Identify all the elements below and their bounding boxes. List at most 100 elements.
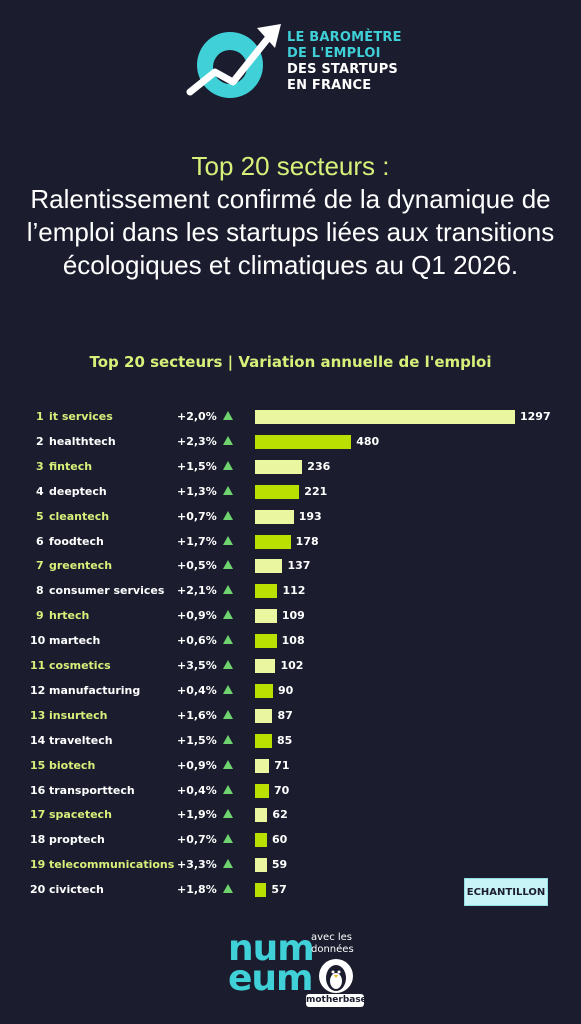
category-label: healthtech xyxy=(49,434,116,448)
rank-label: 11 xyxy=(30,659,46,672)
value-label: 236 xyxy=(307,459,331,473)
variation-label: +1,3% xyxy=(177,484,217,498)
category-label: greentech xyxy=(49,559,113,573)
bar xyxy=(255,410,515,424)
value-label: 109 xyxy=(281,609,305,623)
variation-label: +1,5% xyxy=(177,459,217,473)
up-arrow-icon xyxy=(223,859,233,869)
rank-label: 20 xyxy=(30,883,46,897)
up-arrow-icon xyxy=(223,435,233,445)
numeum-logo: num eum xyxy=(228,931,315,997)
value-label: 62 xyxy=(272,808,288,822)
rank-label: 12 xyxy=(30,683,46,697)
logo-line-3: DES STARTUPS xyxy=(287,62,398,77)
value-label: 90 xyxy=(278,683,294,697)
bar xyxy=(255,434,352,449)
value-label: 102 xyxy=(280,659,304,672)
up-arrow-icon xyxy=(223,734,233,744)
category-label: spacetech xyxy=(49,808,112,822)
bar xyxy=(255,858,267,873)
rank-label: 7 xyxy=(36,559,44,573)
bar xyxy=(255,883,267,898)
up-arrow-icon xyxy=(223,635,233,645)
headline-subtitle-text: Ralentissement confirmé de la dynamique … xyxy=(26,184,555,280)
variation-label: +2,0% xyxy=(177,410,217,423)
bar xyxy=(255,509,294,524)
value-label: 108 xyxy=(281,634,305,648)
category-label: transporttech xyxy=(49,783,135,797)
echantillon-badge: ECHANTILLON xyxy=(464,878,548,906)
bar xyxy=(255,683,274,698)
rank-label: 18 xyxy=(30,833,46,847)
variation-label: +0,9% xyxy=(177,758,217,772)
rank-label: 8 xyxy=(36,584,44,598)
bar xyxy=(255,559,283,574)
up-arrow-icon xyxy=(223,784,233,794)
bar xyxy=(255,783,270,798)
bar xyxy=(255,808,268,823)
rank-label: 13 xyxy=(30,708,46,722)
variation-label: +2,3% xyxy=(177,434,217,448)
chart-row: 20 civictech +1,8% 57 xyxy=(0,880,581,900)
rank-label: 14 xyxy=(30,733,46,747)
variation-label: +1,9% xyxy=(177,808,217,822)
category-label: fintech xyxy=(49,459,93,473)
variation-label: +3,5% xyxy=(177,659,217,672)
value-label: 85 xyxy=(277,733,293,747)
variation-label: +0,7% xyxy=(177,509,217,523)
up-arrow-icon xyxy=(223,460,233,470)
chart-row: 11 cosmetics +3,5% 102 xyxy=(0,656,581,676)
chart-row: 16 transporttech +0,4% 70 xyxy=(0,781,581,801)
up-arrow-icon xyxy=(223,809,233,819)
category-label: it services xyxy=(49,410,113,423)
category-label: martech xyxy=(49,634,101,648)
chart-row: 1 it services +2,0% 1297 xyxy=(0,407,581,427)
chart-row: 13 insurtech +1,6% 87 xyxy=(0,706,581,726)
up-arrow-icon xyxy=(223,834,233,844)
headline: Top 20 secteurs : Ralentissement confirm… xyxy=(0,150,581,282)
chart-row: 8 consumer services +2,1% 112 xyxy=(0,581,581,601)
variation-label: +1,5% xyxy=(177,733,217,747)
value-label: 87 xyxy=(277,708,293,722)
value-label: 57 xyxy=(271,883,287,897)
category-label: biotech xyxy=(49,758,96,772)
bar xyxy=(255,584,278,599)
up-arrow-icon xyxy=(223,684,233,694)
chart-row: 12 manufacturing +0,4% 90 xyxy=(0,681,581,701)
barometre-logo xyxy=(186,24,281,98)
motherbase-logo: motherbase xyxy=(306,994,367,1007)
chart-row: 5 cleantech +0,7% 193 xyxy=(0,507,581,527)
chart-row: 4 deeptech +1,3% 221 xyxy=(0,482,581,502)
chart-row: 10 martech +0,6% 108 xyxy=(0,631,581,651)
value-label: 71 xyxy=(274,758,290,772)
headline-title: Top 20 secteurs : xyxy=(191,151,390,181)
bar xyxy=(255,833,268,848)
category-label: insurtech xyxy=(49,708,108,722)
chart-row: 15 biotech +0,9% 71 xyxy=(0,756,581,776)
bar xyxy=(255,708,273,723)
bar xyxy=(255,609,277,624)
chart-row: 17 spacetech +1,9% 62 xyxy=(0,805,581,825)
variation-label: +0,9% xyxy=(177,609,217,623)
headline-subtitle: Ralentissement confirmé de la dynamique … xyxy=(0,183,581,282)
value-label: 59 xyxy=(271,858,288,872)
avec-les-donnees-label: avec les données xyxy=(311,932,354,955)
category-label: cleantech xyxy=(49,509,110,523)
rank-label: 4 xyxy=(36,484,44,498)
variation-label: +1,7% xyxy=(177,534,217,548)
up-arrow-icon xyxy=(223,535,233,545)
up-arrow-icon xyxy=(223,485,233,495)
variation-label: +0,6% xyxy=(177,634,217,648)
chart-row: 3 fintech +1,5% 236 xyxy=(0,457,581,477)
up-arrow-icon xyxy=(223,884,233,894)
rank-label: 16 xyxy=(30,783,46,797)
category-label: consumer services xyxy=(49,584,165,598)
chart-row: 18 proptech +0,7% 60 xyxy=(0,830,581,850)
category-label: traveltech xyxy=(49,733,113,747)
variation-label: +2,1% xyxy=(177,584,217,598)
up-arrow-icon xyxy=(223,610,233,620)
variation-label: +0,4% xyxy=(177,783,217,797)
rank-label: 15 xyxy=(30,758,46,772)
value-label: 221 xyxy=(304,484,328,498)
up-arrow-icon xyxy=(223,759,233,769)
